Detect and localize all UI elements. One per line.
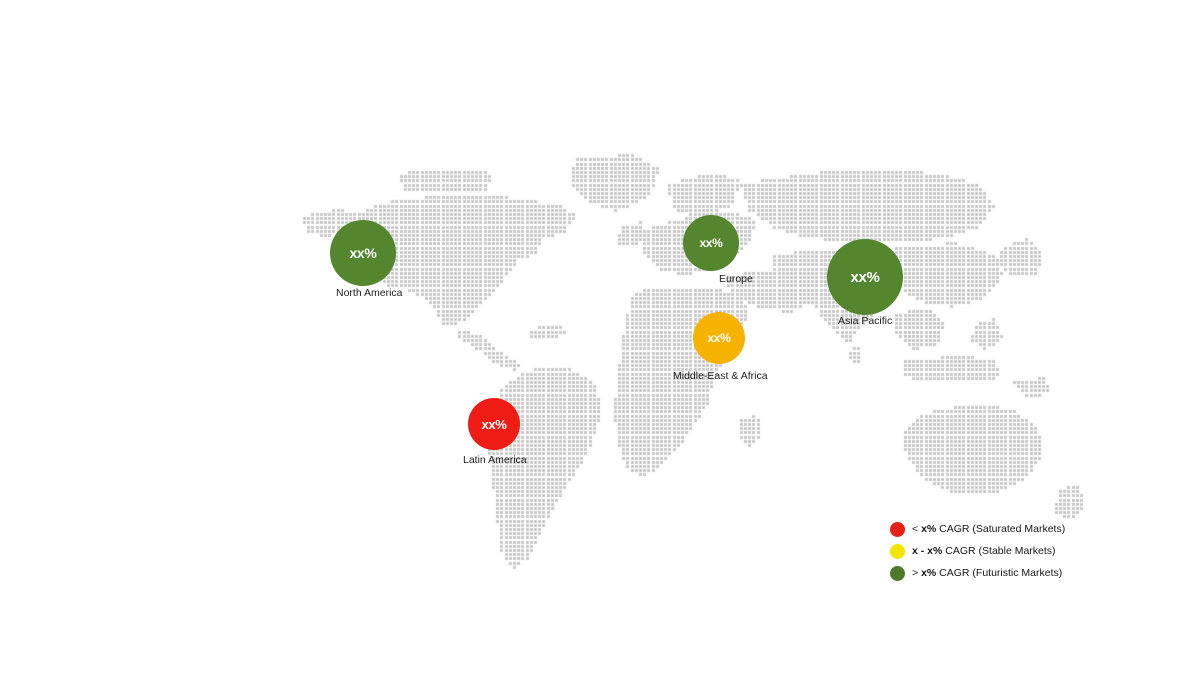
region-bubble-asia-pacific[interactable]: xx% [827,239,903,315]
legend-label: < x% CAGR (Saturated Markets) [912,523,1065,535]
legend-label-prefix: > [912,567,922,579]
region-bubble-value: xx% [699,236,723,250]
region-label-latin-america: Latin America [463,454,527,466]
region-bubble-value: xx% [850,268,880,286]
region-bubble-europe[interactable]: xx% [683,215,739,271]
legend-label-value: x - x% [912,545,943,557]
region-label-asia-pacific: Asia Pacific [838,315,893,327]
legend-item-stable[interactable]: x - x% CAGR (Stable Markets) [890,540,1065,562]
region-bubble-middle-east-africa[interactable]: xx% [693,312,745,364]
region-bubble-latin-america[interactable]: xx% [468,398,520,450]
legend-label-value: x% [921,523,937,535]
legend-item-futuristic[interactable]: > x% CAGR (Futuristic Markets) [890,562,1065,584]
legend-item-saturated[interactable]: < x% CAGR (Saturated Markets) [890,518,1065,540]
legend-label: > x% CAGR (Futuristic Markets) [912,567,1062,579]
legend-dot-saturated [890,521,905,537]
legend-label: x - x% CAGR (Stable Markets) [912,545,1056,557]
legend: < x% CAGR (Saturated Markets) x - x% CAGR… [890,518,1065,584]
legend-label-prefix: < [912,523,922,535]
region-bubble-value: xx% [707,331,731,345]
legend-dot-futuristic [890,565,905,581]
legend-label-value: x% [921,567,937,579]
legend-label-suffix: CAGR (Saturated Markets) [936,523,1066,535]
region-label-north-america: North America [336,287,403,299]
region-label-europe: Europe [719,273,753,285]
region-bubble-value: xx% [349,245,377,261]
region-bubble-north-america[interactable]: xx% [330,220,396,286]
legend-label-suffix: CAGR (Stable Markets) [942,545,1056,557]
legend-label-suffix: CAGR (Futuristic Markets) [936,567,1063,579]
region-label-middle-east-africa: Middle-East & Africa [673,370,768,382]
legend-dot-stable [890,543,905,559]
region-bubble-value: xx% [481,416,507,432]
